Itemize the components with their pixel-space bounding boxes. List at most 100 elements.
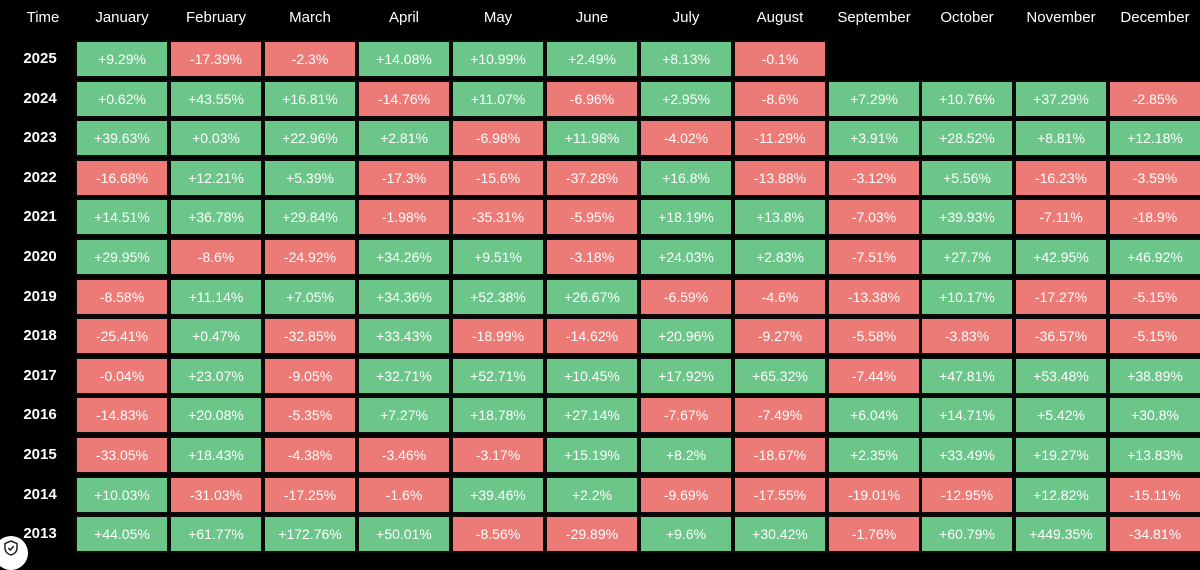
return-cell-2021-august: +13.8% (733, 198, 827, 237)
shield-badge[interactable] (0, 536, 28, 570)
return-cell-2023-october: +28.52% (920, 119, 1014, 158)
year-label-2025: 2025 (23, 50, 57, 67)
return-cell-2016-february: +20.08% (169, 396, 263, 435)
return-cell-2024-november: +37.29% (1014, 79, 1108, 118)
return-cell-2020-february: -8.6% (169, 238, 263, 276)
return-cell-2022-january: -16.68% (75, 158, 169, 197)
month-header-march: March (289, 9, 331, 26)
return-cell-2019-june: +26.67% (545, 277, 639, 316)
return-cell-2019-january: -8.58% (75, 277, 169, 316)
return-cell-2022-february: +12.21% (169, 158, 263, 197)
return-cell-2016-august: -7.49% (733, 396, 827, 435)
return-cell-2025-february: -17.39% (169, 40, 263, 78)
return-cell-2015-january: -33.05% (75, 436, 169, 474)
return-cell-2025-april: +14.08% (357, 40, 451, 78)
year-label-2016: 2016 (23, 406, 57, 424)
year-label-2018: 2018 (23, 327, 57, 345)
return-cell-2024-january: +0.62% (75, 79, 169, 118)
return-cell-2017-july: +17.92% (639, 356, 733, 395)
return-cell-2015-july: +8.2% (639, 436, 733, 474)
return-cell-2018-october: -3.83% (920, 317, 1014, 356)
return-cell-2024-february: +43.55% (169, 79, 263, 118)
return-cell-2023-august: -11.29% (733, 119, 827, 158)
return-cell-2014-march: -17.25% (263, 475, 357, 514)
return-cell-2016-october: +14.71% (920, 396, 1014, 435)
return-cell-2013-july: +9.6% (639, 515, 733, 554)
return-cell-2017-may: +52.71% (451, 356, 545, 395)
year-label-2024: 2024 (23, 89, 57, 107)
return-cell-2024-december: -2.85% (1108, 79, 1200, 118)
month-header-april: April (388, 9, 419, 26)
return-cell-2019-august: -4.6% (733, 277, 827, 316)
return-cell-2020-april: +34.26% (357, 238, 451, 276)
return-cell-2024-july: +2.95% (639, 79, 733, 118)
return-cell-2014-june: +2.2% (545, 475, 639, 514)
return-cell-2015-may: -3.17% (451, 436, 545, 474)
monthly-returns-table: Time January February March April May June July… (23, 9, 1200, 554)
return-cell-2014-december: -15.11% (1108, 475, 1200, 514)
return-cell-2018-january: -25.41% (75, 317, 169, 356)
return-cell-2025-june: +2.49% (545, 40, 639, 78)
return-cell-2022-november: -16.23% (1014, 158, 1108, 197)
year-label-2019: 2019 (23, 287, 57, 305)
return-cell-2017-march: -9.05% (263, 356, 357, 395)
return-cell-2013-june: -29.89% (545, 515, 639, 554)
return-cell-2021-may: -35.31% (451, 198, 545, 237)
return-cell-2014-april: -1.6% (357, 475, 451, 514)
month-header-february: February (185, 9, 247, 26)
return-cell-2023-june: +11.98% (545, 119, 639, 158)
shield-check-icon (4, 540, 18, 556)
return-cell-2020-august: +2.83% (733, 238, 827, 276)
return-cell-2019-october: +10.17% (920, 277, 1014, 316)
return-cell-2020-june: -3.18% (545, 238, 639, 276)
month-header-november: November (1026, 9, 1096, 26)
return-cell-2013-february: +61.77% (169, 515, 263, 554)
return-cell-2013-october: +60.79% (920, 515, 1014, 554)
return-cell-2016-may: +18.78% (451, 396, 545, 435)
return-cell-2022-september: -3.12% (827, 158, 921, 197)
return-cell-2021-february: +36.78% (169, 198, 263, 237)
return-cell-2023-may: -6.98% (451, 119, 545, 158)
month-header-january: January (95, 9, 149, 26)
return-cell-2013-january: +44.05% (75, 515, 169, 554)
return-cell-2021-october: +39.93% (920, 198, 1014, 237)
return-cell-2020-december: +46.92% (1108, 238, 1200, 276)
return-cell-2014-january: +10.03% (75, 475, 169, 514)
return-cell-2021-july: +18.19% (639, 198, 733, 237)
return-cell-2013-november: +449.35% (1014, 515, 1108, 554)
return-cell-2018-march: -32.85% (263, 317, 357, 356)
return-cell-2015-february: +18.43% (169, 436, 263, 474)
return-cell-2024-september: +7.29% (827, 79, 921, 118)
return-cell-2015-june: +15.19% (545, 436, 639, 474)
return-cell-2021-november: -7.11% (1014, 198, 1108, 237)
return-cell-2013-may: -8.56% (451, 515, 545, 554)
return-cell-2017-september: -7.44% (827, 356, 921, 395)
return-cell-2025-january: +9.29% (75, 40, 169, 78)
month-header-june: June (575, 9, 609, 26)
return-cell-2016-november: +5.42% (1014, 396, 1108, 435)
month-header-september: September (837, 9, 911, 26)
return-cell-2017-february: +23.07% (169, 356, 263, 395)
return-cell-2019-november: -17.27% (1014, 277, 1108, 316)
return-cell-2024-may: +11.07% (451, 79, 545, 118)
return-cell-2022-october: +5.56% (920, 158, 1014, 197)
return-cell-2013-march: +172.76% (263, 515, 357, 554)
time-column-header: Time (26, 9, 60, 26)
return-cell-2023-april: +2.81% (357, 119, 451, 158)
return-cell-2024-april: -14.76% (357, 79, 451, 118)
return-cell-2015-march: -4.38% (263, 436, 357, 474)
return-cell-2015-april: -3.46% (357, 436, 451, 474)
return-cell-2013-december: -34.81% (1108, 515, 1200, 554)
month-header-may: May (483, 9, 513, 26)
return-cell-2017-april: +32.71% (357, 356, 451, 395)
return-cell-2016-july: -7.67% (639, 396, 733, 435)
year-label-2020: 2020 (23, 248, 57, 265)
return-cell-2024-june: -6.96% (545, 79, 639, 118)
return-cell-2014-october: -12.95% (920, 475, 1014, 514)
year-label-2023: 2023 (23, 129, 57, 147)
return-cell-2013-april: +50.01% (357, 515, 451, 554)
return-cell-2018-may: -18.99% (451, 317, 545, 356)
month-header-july: July (672, 9, 700, 26)
return-cell-2023-july: -4.02% (639, 119, 733, 158)
return-cell-2016-september: +6.04% (827, 396, 921, 435)
